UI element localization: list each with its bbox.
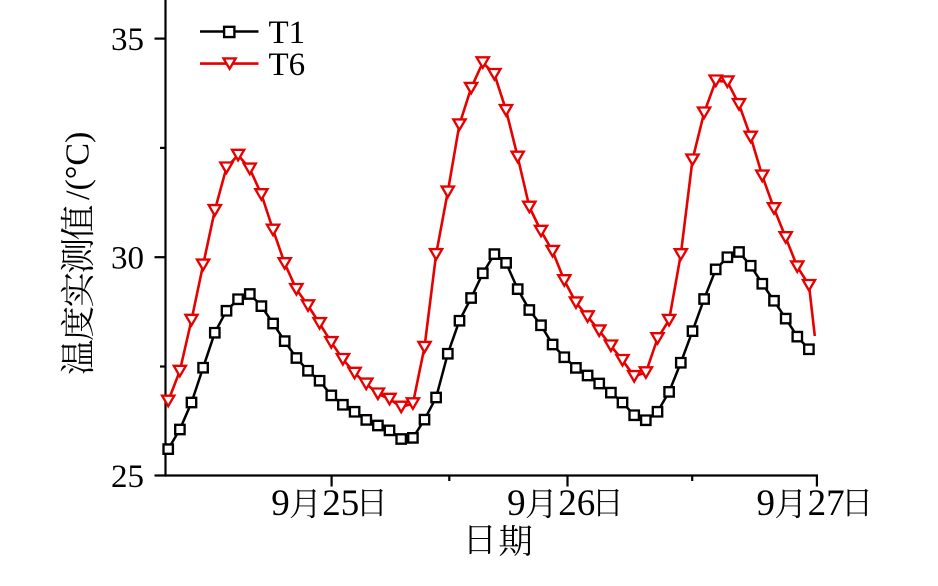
svg-text:/(°C): /(°C) <box>59 132 96 200</box>
svg-text:9: 9 <box>271 483 290 524</box>
svg-text:25: 25 <box>322 483 359 524</box>
svg-text:26: 26 <box>558 483 595 524</box>
svg-text:30: 30 <box>111 241 144 277</box>
svg-text:25: 25 <box>111 459 144 495</box>
svg-text:T1: T1 <box>269 15 306 51</box>
svg-text:35: 35 <box>111 22 144 58</box>
svg-text:T6: T6 <box>269 47 306 83</box>
svg-text:9: 9 <box>757 483 776 524</box>
svg-text:9: 9 <box>507 483 526 524</box>
svg-text:27: 27 <box>808 483 845 524</box>
